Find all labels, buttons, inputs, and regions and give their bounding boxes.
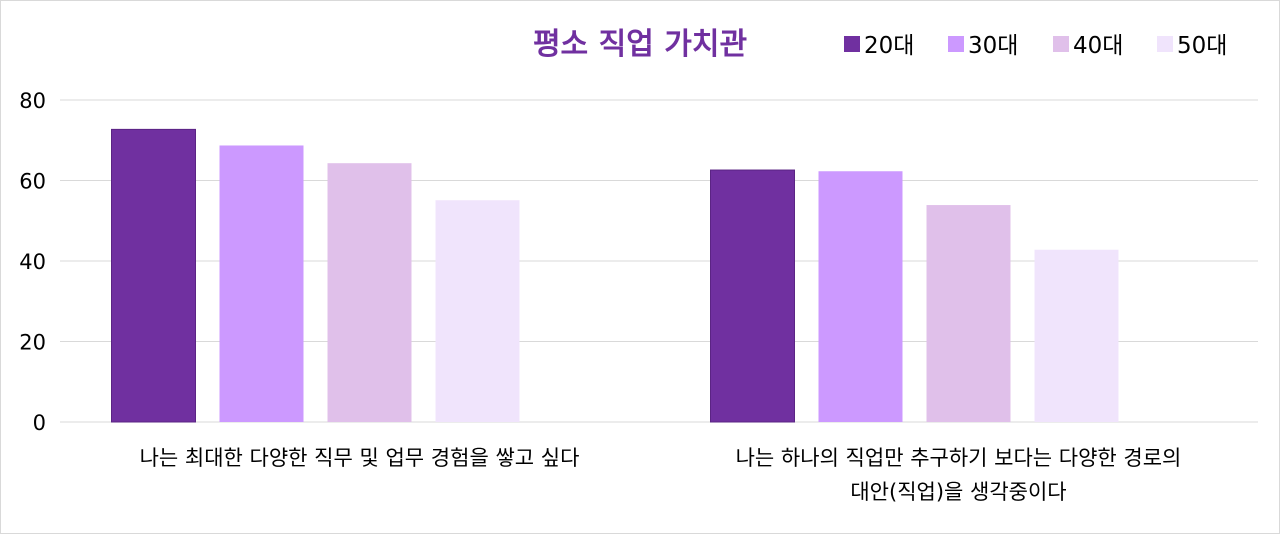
legend-label-50대: 50대 xyxy=(1177,33,1227,59)
y-tick-label: 80 xyxy=(19,89,46,113)
bar-30대-cat-1 xyxy=(219,145,304,423)
legend: 20대 30대 40대 50대 xyxy=(844,33,1227,59)
legend-swatch-30대 xyxy=(948,36,964,52)
bar-40대-cat-2 xyxy=(926,205,1011,422)
legend-swatch-20대 xyxy=(844,36,860,52)
legend-label-20대: 20대 xyxy=(864,33,914,59)
bar-40대-cat-1 xyxy=(327,163,412,422)
x-axis-labels: 나는 최대한 다양한 직무 및 업무 경험을 쌓고 싶다 나는 하나의 직업만 추… xyxy=(140,446,1182,504)
y-tick-label: 60 xyxy=(19,170,46,194)
legend-label-30대: 30대 xyxy=(968,33,1018,59)
x-category-label-line: 대안(직업)을 생각중이다 xyxy=(850,480,1066,504)
legend-swatch-50대 xyxy=(1157,36,1173,52)
x-category-label: 나는 최대한 다양한 직무 및 업무 경험을 쌓고 싶다 xyxy=(140,446,580,470)
chart-title: 평소 직업 가치관 xyxy=(533,27,747,62)
x-category-label-line: 나는 최대한 다양한 직무 및 업무 경험을 쌓고 싶다 xyxy=(140,446,580,470)
y-tick-label: 20 xyxy=(19,331,46,355)
bar-50대-cat-1 xyxy=(435,200,520,422)
bars xyxy=(111,128,1119,423)
bar-20대-cat-2 xyxy=(710,169,795,423)
y-axis-ticks: 0 20 40 60 80 xyxy=(19,89,46,435)
bar-50대-cat-2 xyxy=(1034,249,1119,422)
legend-swatch-40대 xyxy=(1053,36,1069,52)
y-tick-label: 0 xyxy=(33,411,46,435)
y-tick-label: 40 xyxy=(19,250,46,274)
bar-20대-cat-1 xyxy=(111,128,196,423)
bar-30대-cat-2 xyxy=(818,171,903,422)
x-category-label-line: 나는 하나의 직업만 추구하기 보다는 다양한 경로의 xyxy=(736,446,1182,470)
legend-label-40대: 40대 xyxy=(1073,33,1123,59)
